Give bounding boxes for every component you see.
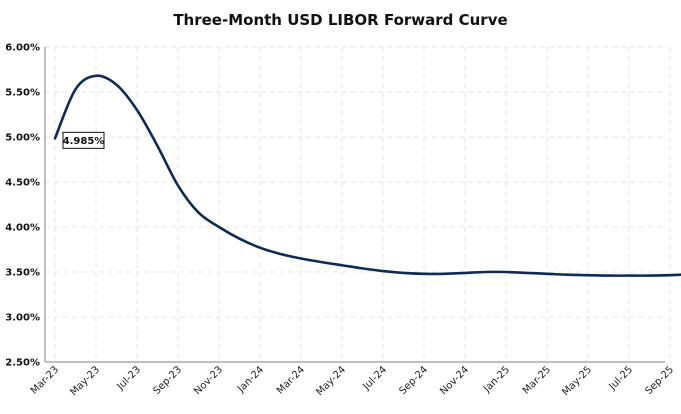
x-tick-label: Nov-23 bbox=[192, 364, 225, 397]
x-tick-label: Mar-25 bbox=[521, 364, 553, 396]
x-axis-tick-labels: Mar-23 May-23 Jul-23 Sep-23 Nov-23 Jan-24 Mar-… bbox=[29, 364, 676, 398]
y-tick-label: 3.50% bbox=[5, 268, 40, 279]
y-tick-label: 4.00% bbox=[5, 223, 40, 234]
x-tick-label: Jan-25 bbox=[481, 364, 512, 395]
y-axis-tick-labels: 2.50% 3.00% 3.50% 4.00% 4.50% 5.00% 5.50% 6.00% bbox=[5, 43, 40, 369]
x-tick-label: Sep-23 bbox=[151, 364, 184, 397]
y-tick-label: 5.00% bbox=[5, 133, 40, 144]
y-tick-label: 4.50% bbox=[5, 178, 40, 189]
y-tick-label: 5.50% bbox=[5, 88, 40, 99]
grid-lines bbox=[45, 46, 671, 362]
x-tick-label: May-23 bbox=[68, 364, 102, 398]
x-tick-label: Sep-25 bbox=[643, 364, 676, 397]
x-tick-label: Mar-23 bbox=[29, 364, 61, 396]
annotation-label: 4.985% bbox=[63, 136, 105, 147]
series-layer bbox=[53, 74, 681, 277]
x-tick-label: Jul-24 bbox=[361, 364, 390, 393]
axes bbox=[44, 47, 665, 363]
x-tick-label: Jul-25 bbox=[607, 364, 636, 393]
y-tick-label: 3.00% bbox=[5, 313, 40, 324]
y-tick-label: 2.50% bbox=[5, 358, 40, 369]
x-tick-label: May-25 bbox=[560, 364, 594, 398]
x-tick-label: Jul-23 bbox=[115, 364, 144, 393]
forward-curve-line bbox=[53, 74, 681, 277]
x-tick-label: Sep-24 bbox=[397, 364, 430, 397]
x-tick-label: Mar-24 bbox=[275, 364, 307, 396]
x-tick-label: Nov-24 bbox=[438, 364, 471, 397]
annotations: 4.985% bbox=[62, 131, 105, 149]
annotation-box bbox=[62, 131, 105, 149]
x-tick-label: May-24 bbox=[314, 364, 348, 398]
y-tick-label: 6.00% bbox=[5, 43, 40, 54]
chart-title: Three-Month USD LIBOR Forward Curve bbox=[173, 11, 508, 29]
x-tick-label: Jan-24 bbox=[235, 364, 266, 395]
